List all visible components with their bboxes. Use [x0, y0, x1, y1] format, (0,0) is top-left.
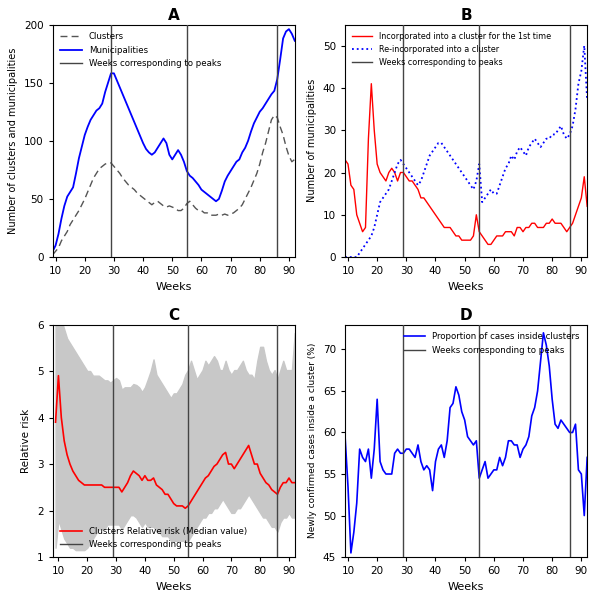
Re-incorporated into a cluster — [344, 253, 352, 260]
Line: Municipalities: Municipalities — [53, 29, 295, 251]
X-axis label: Weeks: Weeks — [448, 581, 484, 592]
Y-axis label: Newly confirmed cases inside a cluster (%): Newly confirmed cases inside a cluster (… — [308, 343, 317, 538]
Clusters — [245, 190, 252, 197]
Line: Incorporated into a cluster for the 1st time: Incorporated into a cluster for the 1st … — [345, 84, 587, 244]
Line: Re-incorporated into a cluster: Re-incorporated into a cluster — [345, 46, 587, 257]
Incorporated into a cluster for the 1st time — [356, 220, 363, 227]
Legend: Clusters, Municipalities, Weeks corresponding to peaks: Clusters, Municipalities, Weeks correspo… — [57, 29, 224, 71]
Incorporated into a cluster for the 1st time — [543, 220, 550, 227]
Re-incorporated into a cluster — [537, 143, 544, 151]
Re-incorporated into a cluster — [356, 249, 363, 256]
Clusters — [49, 251, 56, 259]
Y-axis label: Relative risk: Relative risk — [21, 409, 32, 473]
Incorporated into a cluster for the 1st time — [484, 241, 491, 248]
Municipalities — [245, 137, 252, 145]
Clusters — [233, 207, 240, 214]
Municipalities — [64, 193, 71, 200]
Municipalities — [52, 242, 59, 249]
Municipalities — [169, 156, 176, 163]
Incorporated into a cluster for the 1st time — [344, 160, 352, 167]
Y-axis label: Number of clusters and municipalities: Number of clusters and municipalities — [8, 47, 19, 234]
Clusters — [52, 248, 59, 255]
Clusters — [271, 112, 278, 119]
Municipalities — [285, 26, 293, 33]
Y-axis label: Number of municipalities: Number of municipalities — [307, 79, 318, 202]
Legend: Incorporated into a cluster for the 1st time, Re-incorporated into a cluster, We: Incorporated into a cluster for the 1st … — [349, 29, 554, 70]
Re-incorporated into a cluster — [461, 173, 468, 181]
Incorporated into a cluster for the 1st time — [368, 80, 375, 88]
Clusters — [64, 228, 71, 235]
Re-incorporated into a cluster — [525, 143, 533, 151]
Municipalities — [49, 248, 56, 255]
Clusters — [157, 200, 164, 207]
Incorporated into a cluster for the 1st time — [453, 232, 460, 239]
X-axis label: Weeks: Weeks — [156, 581, 192, 592]
Title: A: A — [168, 8, 180, 23]
Re-incorporated into a cluster — [584, 97, 591, 104]
Re-incorporated into a cluster — [341, 253, 349, 260]
Title: C: C — [168, 308, 179, 323]
Legend: Clusters Relative risk (Median value), Weeks corresponding to peaks: Clusters Relative risk (Median value), W… — [57, 524, 250, 553]
Title: B: B — [460, 8, 472, 23]
Incorporated into a cluster for the 1st time — [584, 203, 591, 210]
Incorporated into a cluster for the 1st time — [341, 156, 349, 163]
Re-incorporated into a cluster — [450, 156, 457, 163]
Clusters — [291, 156, 298, 163]
Re-incorporated into a cluster — [581, 42, 588, 49]
Title: D: D — [460, 308, 472, 323]
Clusters — [169, 203, 176, 211]
X-axis label: Weeks: Weeks — [448, 281, 484, 292]
Line: Clusters: Clusters — [53, 115, 295, 255]
Legend: Proportion of cases inside clusters, Weeks corresponding to peaks: Proportion of cases inside clusters, Wee… — [400, 329, 583, 358]
Incorporated into a cluster for the 1st time — [464, 236, 471, 244]
Municipalities — [233, 158, 240, 166]
Municipalities — [291, 37, 298, 44]
X-axis label: Weeks: Weeks — [156, 281, 192, 292]
Municipalities — [157, 140, 164, 147]
Incorporated into a cluster for the 1st time — [531, 220, 538, 227]
